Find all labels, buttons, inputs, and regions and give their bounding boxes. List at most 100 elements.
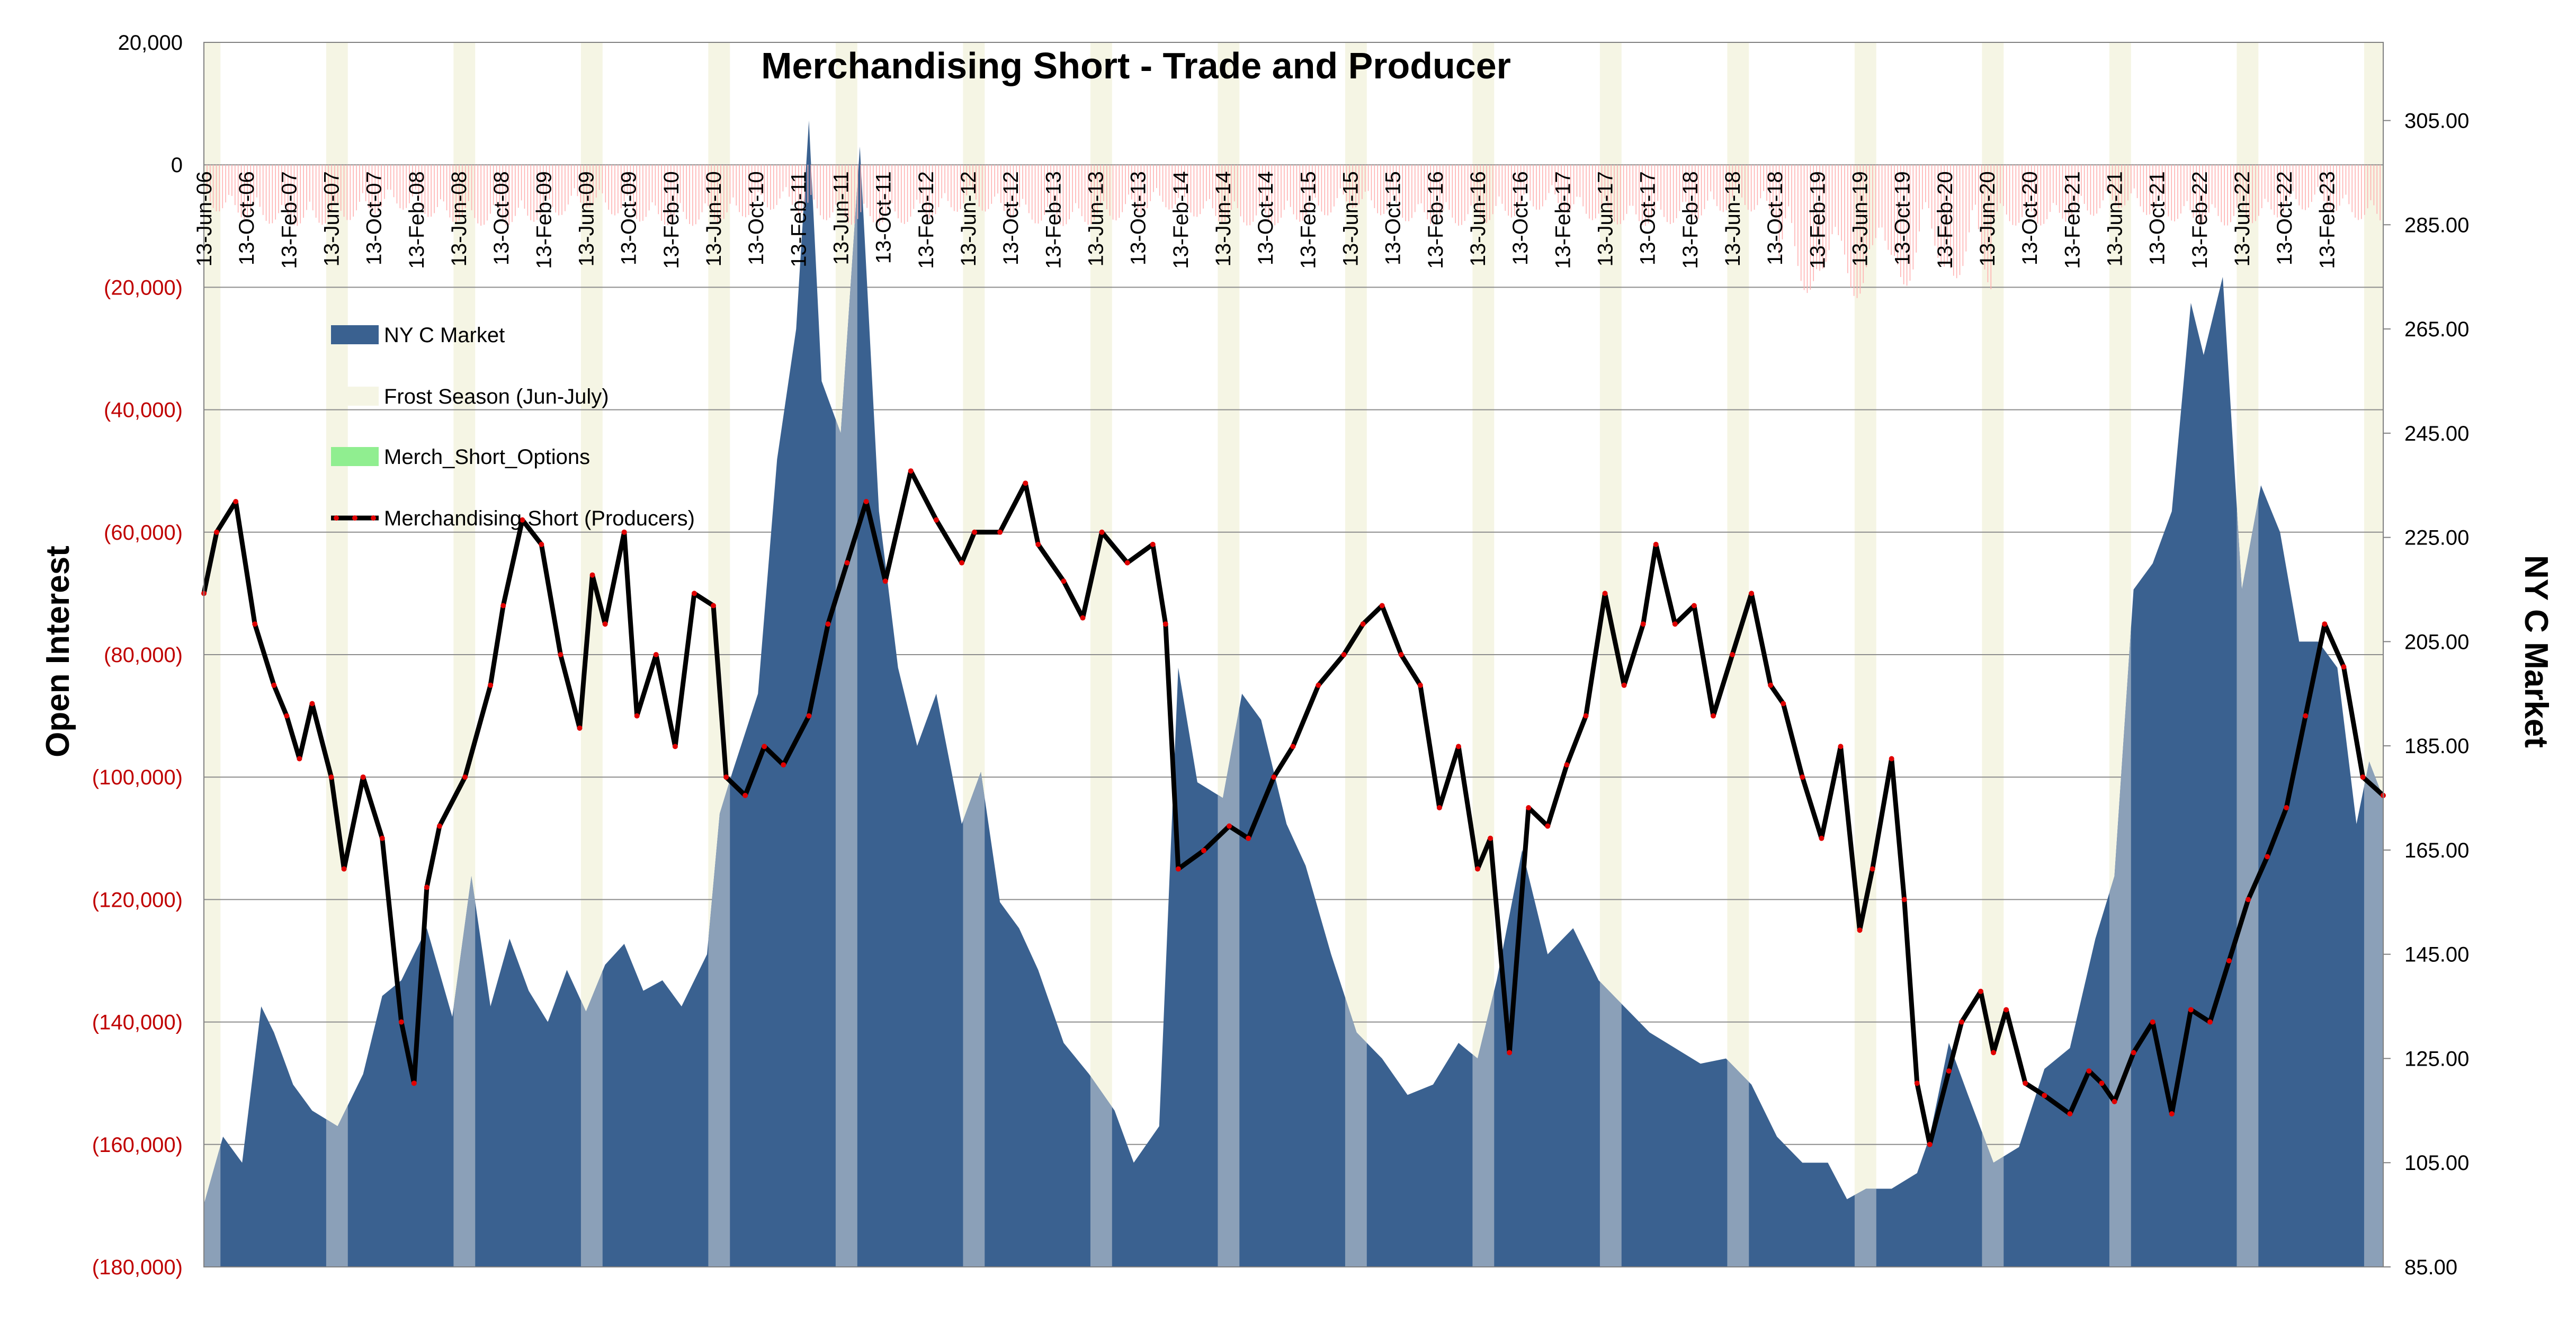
x-tick-label: 13-Oct-13: [1127, 171, 1150, 265]
x-tick-label: 13-Oct-08: [490, 171, 513, 265]
producer-point: [634, 713, 640, 719]
right-tick-label: 225.00: [2404, 526, 2469, 550]
x-tick-label: 13-Oct-10: [745, 171, 768, 265]
right-tick-label: 305.00: [2404, 110, 2469, 133]
producer-point: [1150, 541, 1156, 547]
producer-point: [2188, 1007, 2194, 1013]
producer-point: [1991, 1050, 1997, 1056]
right-tick-label: 105.00: [2404, 1151, 2469, 1175]
x-tick-label: 13-Oct-19: [1891, 171, 1915, 265]
producer-point: [933, 517, 939, 523]
x-tick-label: 13-Jun-22: [2231, 171, 2254, 266]
producer-point: [1978, 988, 1984, 994]
producer-point: [2341, 664, 2347, 670]
producer-point: [1379, 603, 1385, 609]
options-bars-layer: [203, 165, 2381, 298]
market-area: [204, 120, 2383, 1267]
producer-point: [589, 572, 595, 578]
x-tick-label: 13-Feb-16: [1424, 171, 1447, 269]
right-tick-label: 245.00: [2404, 422, 2469, 445]
producer-point: [520, 517, 525, 523]
x-tick-label: 13-Jun-10: [702, 171, 726, 266]
legend-swatch-frost: [331, 387, 379, 406]
x-tick-label: 13-Oct-06: [235, 171, 258, 265]
producer-point: [488, 682, 494, 688]
x-tick-label: 13-Feb-08: [405, 171, 428, 269]
producer-point: [691, 591, 697, 596]
producer-point: [1602, 591, 1608, 596]
right-tick-label: 145.00: [2404, 943, 2469, 967]
x-tick-label: 13-Jun-13: [1085, 171, 1108, 266]
market-area-layer: [204, 120, 2383, 1267]
producer-point: [360, 774, 366, 780]
producer-point: [908, 468, 914, 474]
producer-point: [1227, 823, 1232, 829]
producer-point: [882, 578, 888, 584]
x-tick-label: 13-Jun-12: [957, 171, 980, 266]
legend-label: Frost Season (Jun-July): [384, 385, 609, 408]
producer-point: [2150, 1019, 2155, 1025]
producer-line-layer: [201, 468, 2386, 1147]
producer-point: [1889, 756, 1894, 762]
producer-point: [424, 885, 430, 890]
left-tick-label: 0: [171, 154, 183, 177]
producer-point: [743, 792, 748, 798]
x-tick-label: 13-Jun-09: [575, 171, 598, 266]
producer-point: [1653, 541, 1659, 547]
producer-point: [1162, 621, 1168, 627]
left-tick-label: (120,000): [92, 888, 183, 912]
x-tick-label: 13-Jun-20: [1976, 171, 1999, 266]
producer-point: [2169, 1111, 2175, 1116]
x-tick-label: 13-Feb-09: [532, 171, 556, 269]
producer-point: [233, 499, 239, 504]
producer-point: [1488, 835, 1493, 841]
producer-point: [1621, 682, 1627, 688]
producer-point: [1507, 1050, 1513, 1056]
producer-point: [1583, 713, 1589, 719]
producer-point: [462, 774, 468, 780]
x-tick-label: 13-Oct-14: [1254, 171, 1277, 265]
producer-point: [558, 652, 564, 657]
x-tick-label: 13-Oct-11: [872, 171, 896, 264]
producer-point: [2207, 1019, 2213, 1025]
x-tick-label: 13-Jun-16: [1466, 171, 1490, 266]
producer-point: [436, 823, 442, 829]
x-tick-label: 13-Feb-18: [1679, 171, 1702, 269]
x-tick-label: 13-Feb-12: [915, 171, 938, 269]
producer-point: [1901, 897, 1907, 903]
x-tick-label: 13-Jun-07: [320, 171, 344, 266]
right-tick-label: 285.00: [2404, 213, 2469, 237]
x-tick-label: 13-Oct-20: [2018, 171, 2042, 265]
producer-point: [2067, 1111, 2073, 1116]
x-tick-label: 13-Jun-19: [1849, 171, 1872, 266]
producer-point: [825, 621, 831, 627]
producer-point: [2131, 1050, 2136, 1056]
producer-point: [1201, 847, 1206, 853]
producer-point: [1710, 713, 1716, 719]
x-tick-label: 13-Feb-21: [2061, 171, 2084, 269]
producer-point: [1246, 835, 1251, 841]
producer-point: [341, 866, 347, 872]
x-tick-label: 13-Jun-08: [448, 171, 471, 266]
legend-marker: [371, 515, 376, 521]
left-tick-label: (80,000): [104, 644, 183, 667]
producer-point: [1768, 682, 1774, 688]
x-tick-label: 13-Jun-15: [1339, 171, 1363, 266]
producer-point: [711, 603, 717, 609]
right-tick-label: 205.00: [2404, 630, 2469, 654]
producer-point: [844, 560, 850, 566]
producer-point: [1857, 927, 1863, 933]
right-tick-label: 185.00: [2404, 735, 2469, 758]
producer-point: [214, 529, 220, 535]
producer-point: [2112, 1098, 2117, 1104]
tick-labels: 20,000 0 (20,000) (40,000) (60,000) (80,000) (…: [92, 31, 2470, 1279]
x-tick-label: 13-Jun-21: [2104, 171, 2127, 266]
producer-point: [653, 652, 659, 657]
producer-point: [997, 529, 1003, 535]
left-tick-label: (160,000): [92, 1133, 183, 1157]
producer-point: [2246, 897, 2251, 903]
producer-point: [411, 1080, 417, 1086]
producer-point: [2226, 958, 2232, 963]
right-tick-label: 125.00: [2404, 1047, 2469, 1070]
producer-point: [1800, 774, 1805, 780]
